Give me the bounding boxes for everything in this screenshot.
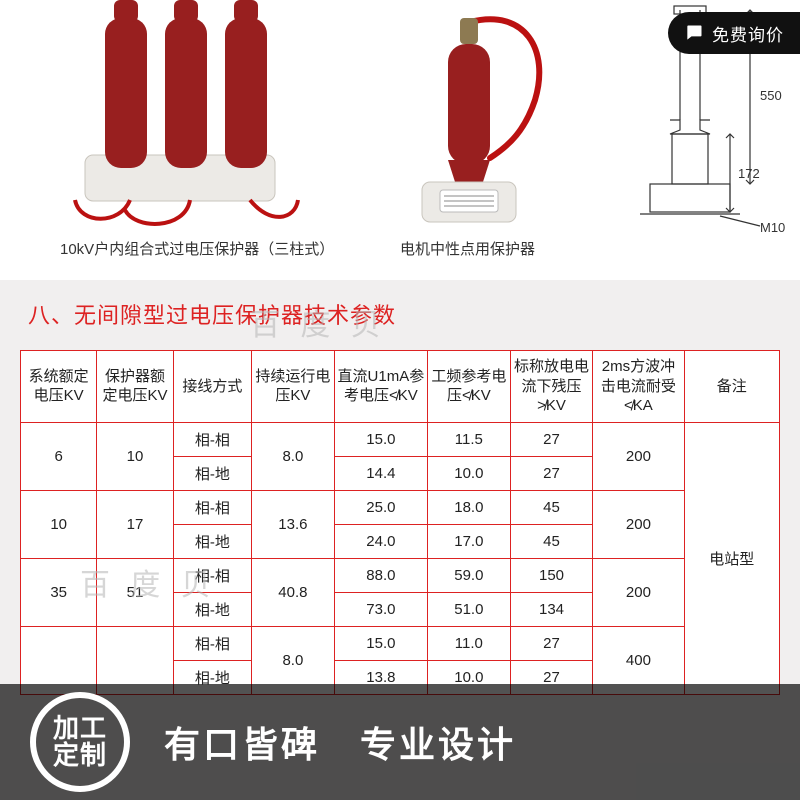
cell-rated: 10 — [97, 422, 173, 490]
promo-text-1: 有口皆碑 — [164, 716, 320, 768]
product-gallery: 10kV户内组合式过电压保护器（三柱式） 电机中性点用保护器 — [0, 0, 800, 280]
promo-text: 有口皆碑 专业设计 — [164, 716, 516, 768]
table-row: 相-相 8.0 15.0 11.0 27 400 — [21, 626, 780, 660]
table-row: 6 10 相-相 8.0 15.0 11.5 27 200 电站型 — [21, 422, 780, 456]
dim-m10: M10 — [760, 220, 785, 235]
cell-res: 45 — [510, 490, 593, 524]
th-remark: 备注 — [684, 351, 779, 423]
free-inquiry-button[interactable]: 免费询价 — [668, 12, 800, 54]
caption-right: 电机中性点用保护器 — [400, 238, 535, 259]
cell-cont: 8.0 — [252, 422, 335, 490]
table-row: 35 51 相-相 40.8 88.0 59.0 150 200 — [21, 558, 780, 592]
cell-dc: 15.0 — [334, 626, 427, 660]
chat-icon — [684, 23, 704, 43]
cell-dc: 25.0 — [334, 490, 427, 524]
cell-pf: 59.0 — [428, 558, 511, 592]
cell-conn: 相-地 — [173, 524, 251, 558]
cell-dc: 73.0 — [334, 592, 427, 626]
cell-res: 134 — [510, 592, 593, 626]
th-sys: 系统额定电压KV — [21, 351, 97, 423]
cell-pf: 10.0 — [428, 456, 511, 490]
th-dc: 直流U1mA参考电压≮KV — [334, 351, 427, 423]
cell-pf: 17.0 — [428, 524, 511, 558]
product-neutral-protector — [370, 10, 560, 240]
cell-dc: 14.4 — [334, 456, 427, 490]
th-rated: 保护器额定电压KV — [97, 351, 173, 423]
cell-conn: 相-相 — [173, 558, 251, 592]
promo-text-2: 专业设计 — [360, 716, 516, 768]
table-row: 10 17 相-相 13.6 25.0 18.0 45 200 — [21, 490, 780, 524]
page-root: 10kV户内组合式过电压保护器（三柱式） 电机中性点用保护器 — [0, 0, 800, 800]
cell-dc: 15.0 — [334, 422, 427, 456]
cell-cont: 13.6 — [252, 490, 335, 558]
cell-sys: 10 — [21, 490, 97, 558]
spec-table: 系统额定电压KV 保护器额定电压KV 接线方式 持续运行电压KV 直流U1mA参… — [20, 350, 780, 695]
th-pf: 工频参考电压≮KV — [428, 351, 511, 423]
dim-550: 550 — [760, 88, 782, 103]
cell-cont: 40.8 — [252, 558, 335, 626]
cell-pf: 11.0 — [428, 626, 511, 660]
cell-pf: 18.0 — [428, 490, 511, 524]
section-heading: 八、无间隙型过电压保护器技术参数 — [28, 298, 396, 330]
cell-res: 27 — [510, 456, 593, 490]
th-res: 标称放电电流下残压≯KV — [510, 351, 593, 423]
cell-wave: 200 — [593, 558, 684, 626]
cell-res: 27 — [510, 626, 593, 660]
cell-remark: 电站型 — [684, 422, 779, 694]
cell-wave: 200 — [593, 422, 684, 490]
cell-conn: 相-相 — [173, 626, 251, 660]
cell-conn: 相-地 — [173, 592, 251, 626]
caption-left: 10kV户内组合式过电压保护器（三柱式） — [60, 238, 334, 259]
cell-res: 45 — [510, 524, 593, 558]
cell-rated: 51 — [97, 558, 173, 626]
cell-res: 150 — [510, 558, 593, 592]
seal-line1: 加工 — [53, 713, 107, 743]
seal-line2: 定制 — [53, 740, 107, 770]
cell-pf: 51.0 — [428, 592, 511, 626]
promo-seal: 加工 定制 — [30, 692, 130, 792]
cell-sys: 6 — [21, 422, 97, 490]
cell-pf: 11.5 — [428, 422, 511, 456]
th-cont: 持续运行电压KV — [252, 351, 335, 423]
cell-dc: 24.0 — [334, 524, 427, 558]
product-three-column — [70, 0, 300, 230]
cell-res: 27 — [510, 422, 593, 456]
cell-conn: 相-相 — [173, 422, 251, 456]
cell-conn: 相-地 — [173, 456, 251, 490]
cell-wave: 200 — [593, 490, 684, 558]
promo-bar: 加工 定制 有口皆碑 专业设计 — [0, 684, 800, 800]
dim-172: 172 — [738, 166, 760, 181]
spec-table-wrap: 系统额定电压KV 保护器额定电压KV 接线方式 持续运行电压KV 直流U1mA参… — [20, 350, 780, 695]
cell-sys: 35 — [21, 558, 97, 626]
cell-dc: 88.0 — [334, 558, 427, 592]
cell-conn: 相-相 — [173, 490, 251, 524]
th-conn: 接线方式 — [173, 351, 251, 423]
free-inquiry-label: 免费询价 — [712, 21, 784, 46]
th-wave: 2ms方波冲击电流耐受≮KA — [593, 351, 684, 423]
table-header-row: 系统额定电压KV 保护器额定电压KV 接线方式 持续运行电压KV 直流U1mA参… — [21, 351, 780, 423]
cell-rated: 17 — [97, 490, 173, 558]
